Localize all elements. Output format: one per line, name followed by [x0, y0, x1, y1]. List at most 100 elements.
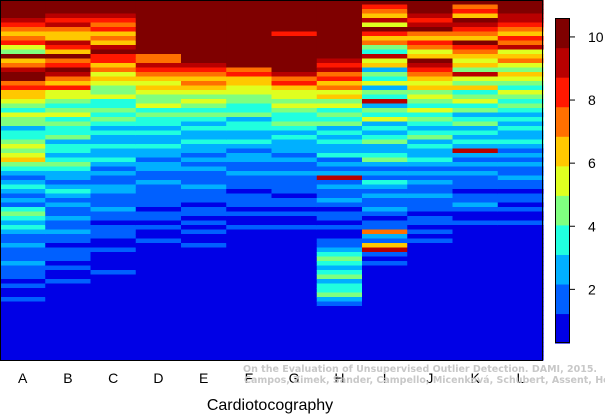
heatmap-cell — [316, 297, 363, 303]
heatmap-cell — [226, 135, 273, 141]
heatmap-cell — [362, 184, 408, 190]
heatmap-cell — [452, 193, 499, 199]
heatmap-cell — [181, 243, 227, 249]
heatmap-cell — [45, 220, 92, 226]
heatmap-cell — [0, 121, 46, 127]
heatmap-cell — [0, 18, 46, 24]
heatmap-cell — [0, 292, 46, 298]
heatmap-cell — [452, 171, 499, 177]
heatmap-cell — [452, 31, 499, 37]
heatmap-cell — [135, 288, 182, 294]
heatmap-cell — [452, 72, 499, 78]
heatmap-cell — [452, 121, 499, 127]
heatmap-cell — [452, 274, 499, 280]
heatmap-cell — [226, 72, 273, 78]
heatmap-cell — [90, 337, 137, 343]
heatmap-cell — [407, 202, 454, 208]
heatmap-cell — [181, 58, 227, 64]
heatmap-cell — [316, 337, 363, 343]
heatmap-cell — [0, 283, 46, 289]
heatmap-cell — [0, 256, 46, 262]
heatmap-cell — [45, 198, 92, 204]
heatmap-cell — [135, 238, 182, 244]
heatmap-cell — [45, 54, 92, 60]
heatmap-cell — [362, 252, 408, 258]
heatmap-cell — [497, 211, 544, 217]
heatmap-cell — [452, 279, 499, 285]
heatmap-cell — [0, 220, 46, 226]
heatmap-cell — [497, 220, 544, 226]
heatmap-cell — [316, 310, 363, 316]
heatmap-cell — [90, 184, 137, 190]
heatmap-cell — [226, 297, 273, 303]
heatmap-cell — [407, 252, 454, 258]
heatmap-cell — [407, 279, 454, 285]
heatmap-cell — [90, 139, 137, 145]
heatmap-cell — [407, 99, 454, 105]
heatmap-cell — [452, 49, 499, 55]
heatmap-cell — [362, 4, 408, 10]
heatmap-cell — [497, 274, 544, 280]
heatmap-cell — [226, 265, 273, 271]
heatmap-cell — [45, 315, 92, 321]
heatmap-cell — [407, 220, 454, 226]
heatmap-cell — [407, 315, 454, 321]
heatmap-cell — [271, 49, 318, 55]
heatmap-cell — [407, 243, 454, 249]
heatmap-cell — [135, 270, 182, 276]
heatmap-cell — [407, 193, 454, 199]
heatmap-cell — [407, 117, 454, 123]
heatmap-cell — [362, 85, 408, 91]
heatmap-cell — [497, 36, 544, 42]
heatmap-cell — [226, 292, 273, 298]
heatmap-cell — [135, 234, 182, 240]
heatmap-cell — [45, 207, 92, 213]
heatmap-cell — [362, 211, 408, 217]
heatmap-cell — [181, 171, 227, 177]
heatmap-cell — [362, 108, 408, 114]
heatmap-cell — [135, 247, 182, 253]
heatmap-cell — [271, 153, 318, 159]
heatmap-cell — [452, 40, 499, 46]
heatmap-cell — [362, 18, 408, 24]
heatmap-cell — [181, 18, 227, 24]
heatmap-cell — [226, 220, 273, 226]
heatmap-cell — [181, 346, 227, 352]
heatmap-cell — [452, 297, 499, 303]
heatmap-cell — [135, 306, 182, 312]
heatmap-cell — [226, 337, 273, 343]
heatmap-cell — [271, 162, 318, 168]
heatmap-cell — [135, 198, 182, 204]
heatmap-cell — [362, 225, 408, 231]
heatmap-cell — [135, 85, 182, 91]
heatmap-cell — [90, 0, 137, 6]
heatmap-cell — [226, 247, 273, 253]
heatmap-cell — [271, 324, 318, 330]
heatmap-cell — [90, 36, 137, 42]
heatmap-cell — [45, 85, 92, 91]
heatmap-cell — [497, 27, 544, 33]
heatmap-cell — [452, 130, 499, 136]
x-tick-labels: A B C D E F G H I J K L — [18, 370, 525, 386]
heatmap-cell — [45, 265, 92, 271]
heatmap-cell — [452, 27, 499, 33]
heatmap-cell — [135, 166, 182, 172]
heatmap-cell — [497, 76, 544, 82]
heatmap-cell — [226, 346, 273, 352]
heatmap-cell — [271, 0, 318, 6]
heatmap-cell — [0, 216, 46, 222]
heatmap-cell — [45, 184, 92, 190]
heatmap-cell — [497, 292, 544, 298]
heatmap-cell — [362, 166, 408, 172]
heatmap-cell — [452, 283, 499, 289]
heatmap-cell — [90, 135, 137, 141]
heatmap-cell — [316, 315, 363, 321]
heatmap-cell — [226, 351, 273, 357]
heatmap-cell — [452, 355, 499, 361]
heatmap-cell — [135, 121, 182, 127]
heatmap-cell — [0, 306, 46, 312]
heatmap-cell — [497, 13, 544, 19]
heatmap-cell — [181, 279, 227, 285]
heatmap-cell — [316, 270, 363, 276]
heatmap-cell — [0, 328, 46, 334]
